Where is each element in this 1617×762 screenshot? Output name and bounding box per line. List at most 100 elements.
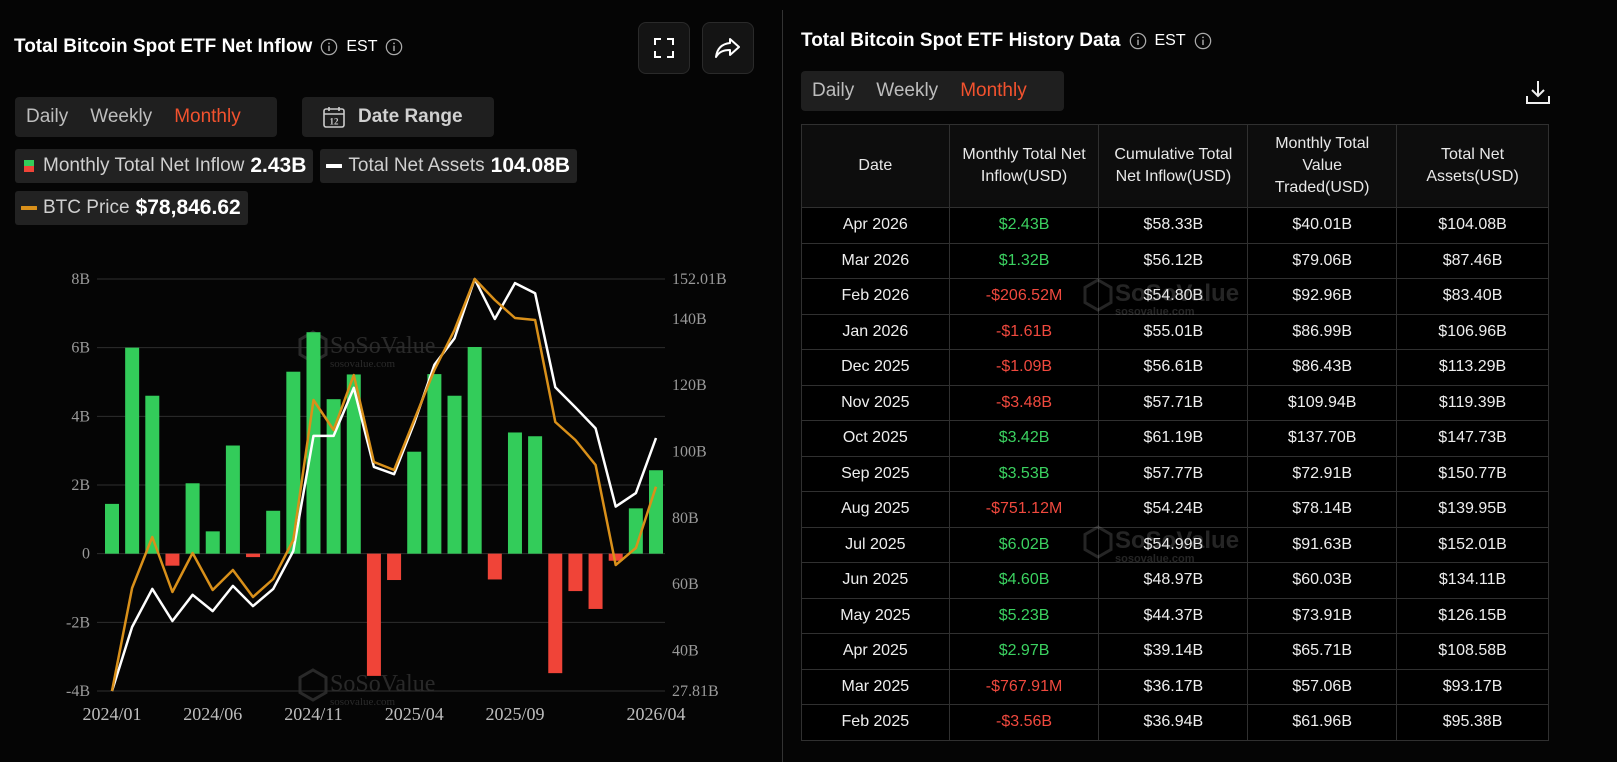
bar: [266, 510, 281, 554]
table-cell: $57.77B: [1098, 455, 1249, 492]
table-cell: $134.11B: [1396, 562, 1549, 599]
table-cell: $93.17B: [1396, 668, 1549, 705]
table-cell: -$1.09B: [948, 349, 1100, 386]
table-cell: $58.33B: [1098, 207, 1249, 244]
table-cell: $109.94B: [1247, 384, 1398, 421]
table-cell: $60.03B: [1247, 562, 1398, 599]
legend-swatch: [21, 206, 37, 210]
table-cell: Dec 2025: [801, 349, 950, 386]
legend-value: 2.43B: [250, 154, 307, 177]
column-header: Cumulative Total Net Inflow(USD): [1098, 124, 1249, 208]
legend-item: BTC Price $78,846.62: [15, 191, 248, 225]
table-cell: -$3.48B: [948, 384, 1100, 421]
tab[interactable]: Monthly: [960, 80, 1027, 101]
y2-tick-label: 152.01B: [672, 271, 727, 288]
column-header: Total Net Assets(USD): [1396, 124, 1549, 208]
bar: [145, 395, 160, 554]
timezone[interactable]: EST: [1154, 32, 1186, 49]
table-row: Jul 2025 $6.02B $54.99B $91.63B $152.01B: [801, 526, 1549, 563]
legend-label: BTC Price: [43, 197, 130, 218]
table-cell: $87.46B: [1396, 242, 1549, 279]
tab[interactable]: Weekly: [90, 106, 153, 127]
watermark-logo: [298, 668, 328, 702]
bar: [326, 399, 341, 554]
table-cell: $44.37B: [1098, 597, 1249, 634]
info-icon[interactable]: [320, 38, 338, 56]
swatch-part: [24, 166, 34, 172]
table-row: Jan 2026 -$1.61B $55.01B $86.99B $106.96B: [801, 313, 1549, 350]
history-header: Total Bitcoin Spot ETF History Data EST: [801, 30, 1212, 52]
table-cell: $3.42B: [948, 420, 1100, 457]
y-tick-label: -4B: [66, 683, 90, 700]
table-row: Nov 2025 -$3.48B $57.71B $109.94B $119.39B: [801, 384, 1549, 421]
calendar-icon: 12: [323, 107, 345, 128]
y-tick-label: 2B: [71, 477, 90, 494]
table-cell: $36.17B: [1098, 668, 1249, 705]
table-cell: $36.94B: [1098, 704, 1249, 741]
table-cell: $57.06B: [1247, 668, 1398, 705]
timezone[interactable]: EST: [346, 38, 378, 55]
tab[interactable]: Weekly: [876, 80, 939, 101]
table-row: Mar 2026 $1.32B $56.12B $79.06B $87.46B: [801, 242, 1549, 279]
swatch-part: [24, 160, 34, 166]
bar: [427, 374, 442, 554]
legend-swatch: [326, 164, 343, 168]
chart-header: Total Bitcoin Spot ETF Net Inflow EST: [14, 36, 403, 58]
period-tabs: Daily Weekly Monthly: [15, 97, 277, 137]
y2-tick-label: 120B: [672, 377, 707, 394]
table-cell: $119.39B: [1396, 384, 1549, 421]
download-button[interactable]: [1524, 78, 1552, 106]
y2-tick-label: 40B: [672, 643, 699, 660]
info-icon[interactable]: [1129, 32, 1147, 50]
bar: [105, 503, 119, 554]
fullscreen-icon: [654, 38, 674, 58]
share-button[interactable]: [702, 22, 754, 74]
y-tick-label: 8B: [71, 271, 90, 288]
column-header: Monthly Total Net Inflow(USD): [948, 124, 1100, 208]
table-cell: $86.43B: [1247, 349, 1398, 386]
legend-item: Total Net Assets 104.08B: [320, 149, 578, 183]
table-cell: $113.29B: [1396, 349, 1549, 386]
tab[interactable]: Monthly: [174, 106, 241, 127]
table-cell: $150.77B: [1396, 455, 1549, 492]
legend-item: Monthly Total Net Inflow 2.43B: [15, 149, 314, 183]
table-cell: Apr 2026: [801, 207, 950, 244]
table-cell: $139.95B: [1396, 491, 1549, 528]
table-cell: Aug 2025: [801, 491, 950, 528]
y2-tick-label: 80B: [672, 510, 699, 527]
y2-tick-label: 27.81B: [672, 683, 719, 700]
table-cell: $3.53B: [948, 455, 1100, 492]
watermark-brand: SoSoValue: [330, 671, 435, 697]
watermark-url: sosovalue.com: [330, 696, 396, 708]
tab[interactable]: Daily: [26, 106, 69, 127]
legend: Monthly Total Net Inflow 2.43B Total Net A…: [15, 149, 675, 225]
fullscreen-button[interactable]: [638, 22, 690, 74]
table-cell: $55.01B: [1098, 313, 1249, 350]
table-cell: $106.96B: [1396, 313, 1549, 350]
x-tick-label: 2025/09: [485, 704, 544, 724]
table-cell: $73.91B: [1247, 597, 1398, 634]
bar: [548, 553, 563, 674]
table-cell: $104.08B: [1396, 207, 1549, 244]
line-series: [110, 277, 658, 692]
bar: [387, 553, 402, 581]
table-cell: $61.19B: [1098, 420, 1249, 457]
tab[interactable]: Daily: [812, 80, 855, 101]
table-cell: $54.99B: [1098, 526, 1249, 563]
date-range-button[interactable]: 12 Date Range: [302, 97, 494, 137]
column-header: Monthly Total Value Traded(USD): [1247, 124, 1398, 208]
bar: [467, 346, 482, 554]
table-cell: Oct 2025: [801, 420, 950, 457]
divider: [782, 10, 783, 762]
table-cell: $54.24B: [1098, 491, 1249, 528]
table-cell: Feb 2026: [801, 278, 950, 315]
y2-tick-label: 100B: [672, 444, 707, 461]
info-icon[interactable]: [385, 38, 403, 56]
info-icon[interactable]: [1194, 32, 1212, 50]
table-body: Apr 2026 $2.43B $58.33B $40.01B $104.08B Mar …: [801, 207, 1549, 741]
legend-label: Total Net Assets: [348, 155, 485, 176]
table-cell: Jan 2026: [801, 313, 950, 350]
history-tabs: Daily Weekly Monthly: [801, 71, 1064, 111]
table-row: May 2025 $5.23B $44.37B $73.91B $126.15B: [801, 597, 1549, 634]
